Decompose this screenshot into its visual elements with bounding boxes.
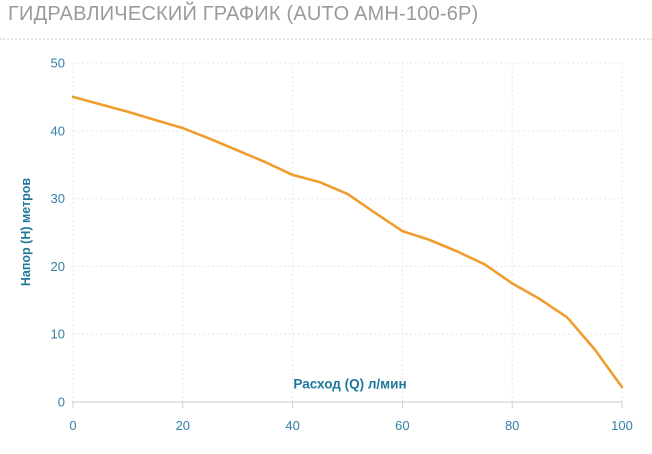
y-tick-label: 20 [51,259,65,274]
title-separator [0,38,652,40]
page-title: ГИДРАВЛИЧЕСКИЙ ГРАФИК (AUTO AMH-100-6P) [8,3,479,25]
x-tick-label: 60 [395,418,409,433]
y-axis-title: Напор (H) метров [19,177,33,287]
x-tick-label: 80 [505,418,519,433]
y-tick-label: 40 [51,123,65,138]
y-tick-label: 30 [51,191,65,206]
x-tick-label: 0 [69,418,76,433]
x-tick-label: 40 [285,418,299,433]
pump-curve [71,95,624,389]
y-tick-label: 10 [51,327,65,342]
x-tick-label: 20 [176,418,190,433]
x-axis-title: Расход (Q) л/мин [293,376,407,392]
x-tick-label: 100 [611,418,633,433]
y-tick-label: 50 [51,56,65,71]
y-tick-label: 0 [58,395,65,410]
